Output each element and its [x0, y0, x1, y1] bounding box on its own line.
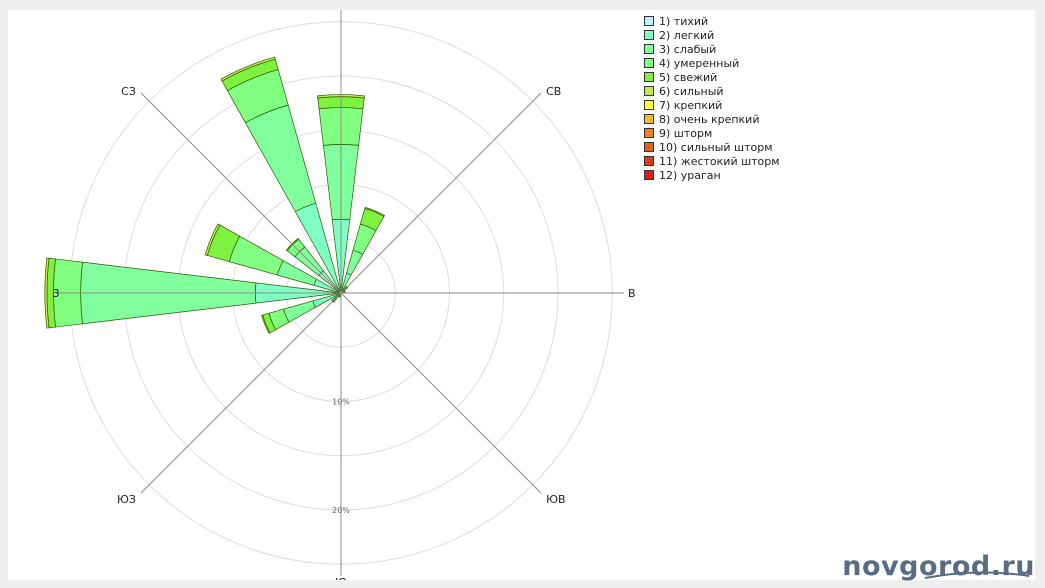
- legend-label: 1) тихий: [659, 14, 709, 28]
- direction-label-315: СЗ: [121, 85, 136, 98]
- legend-label: 3) слабый: [659, 42, 717, 56]
- legend-label: 5) свежий: [659, 70, 718, 84]
- legend-item: 4) умеренный: [644, 56, 780, 70]
- label-layer: С СВ В ЮВ Ю ЮЗ З СЗ 10% 20%: [52, 10, 635, 580]
- wind-wedge-292.5-class-6: [204, 223, 221, 256]
- direction-label-270: З: [52, 287, 59, 300]
- watermark: novgorod.ru: [842, 551, 1035, 582]
- legend-swatch: [644, 30, 654, 40]
- direction-label-90: В: [628, 287, 636, 300]
- legend-item: 8) очень крепкий: [644, 112, 780, 126]
- legend-swatch: [644, 170, 654, 180]
- legend-label: 6) сильный: [659, 84, 724, 98]
- legend: 1) тихий 2) легкий 3) слабый 4) умеренный 5)…: [644, 14, 780, 182]
- watermark-swoosh-icon: [924, 571, 1030, 579]
- legend-label: 2) легкий: [659, 28, 715, 42]
- legend-item: 5) свежий: [644, 70, 780, 84]
- legend-swatch: [644, 86, 654, 96]
- direction-label-45: СВ: [546, 85, 561, 98]
- legend-swatch: [644, 156, 654, 166]
- wedge-layer: [44, 56, 386, 334]
- legend-item: 2) легкий: [644, 28, 780, 42]
- wind-wedge-270-class-6: [44, 257, 50, 329]
- axis-line-225: [140, 292, 342, 494]
- legend-swatch: [644, 142, 654, 152]
- legend-label: 10) сильный шторм: [659, 140, 773, 154]
- legend-label: 12) ураган: [659, 168, 721, 182]
- legend-swatch: [644, 44, 654, 54]
- legend-item: 1) тихий: [644, 14, 780, 28]
- legend-item: 12) ураган: [644, 168, 780, 182]
- axis-line-135: [340, 292, 542, 494]
- legend-label: 4) умеренный: [659, 56, 740, 70]
- direction-label-135: ЮВ: [546, 493, 565, 506]
- axis-layer: [58, 10, 624, 576]
- axis-line-315: [140, 92, 342, 294]
- wind-wedge-247.5-class-6: [261, 314, 271, 334]
- legend-item: 6) сильный: [644, 84, 780, 98]
- legend-label: 7) крепкий: [659, 98, 723, 112]
- wind-wedge-337.5-class-6: [220, 56, 276, 82]
- legend-item: 3) слабый: [644, 42, 780, 56]
- ring-label-10: 10%: [332, 398, 350, 407]
- legend-item: 10) сильный шторм: [644, 140, 780, 154]
- legend-label: 11) жестокий шторм: [659, 154, 780, 168]
- direction-label-225: ЮЗ: [117, 493, 136, 506]
- wind-wedge-292.5-class-4: [228, 235, 284, 276]
- wind-wedge-22.5-class-3: [346, 249, 364, 276]
- wind-wedge-337.5-class-3: [244, 104, 317, 213]
- legend-swatch: [644, 114, 654, 124]
- legend-item: 11) жестокий шторм: [644, 154, 780, 168]
- wind-wedge-22.5-class-6: [364, 206, 386, 217]
- legend-swatch: [644, 58, 654, 68]
- wind-rose-chart: С СВ В ЮВ Ю ЮЗ З СЗ 10% 20%: [44, 10, 636, 580]
- legend-swatch: [644, 16, 654, 26]
- direction-label-0: С: [337, 10, 345, 11]
- legend-swatch: [644, 100, 654, 110]
- legend-item: 7) крепкий: [644, 98, 780, 112]
- legend-item: 9) шторм: [644, 126, 780, 140]
- legend-swatch: [644, 128, 654, 138]
- axis-line-45: [340, 92, 542, 294]
- ring-label-20: 20%: [332, 506, 350, 515]
- legend-swatch: [644, 72, 654, 82]
- legend-label: 9) шторм: [659, 126, 713, 140]
- wind-wedge-67.5-class-3: [343, 290, 346, 293]
- direction-label-180: Ю: [335, 576, 347, 580]
- legend-label: 8) очень крепкий: [659, 112, 760, 126]
- wind-wedge-202.5-class-2: [338, 294, 341, 298]
